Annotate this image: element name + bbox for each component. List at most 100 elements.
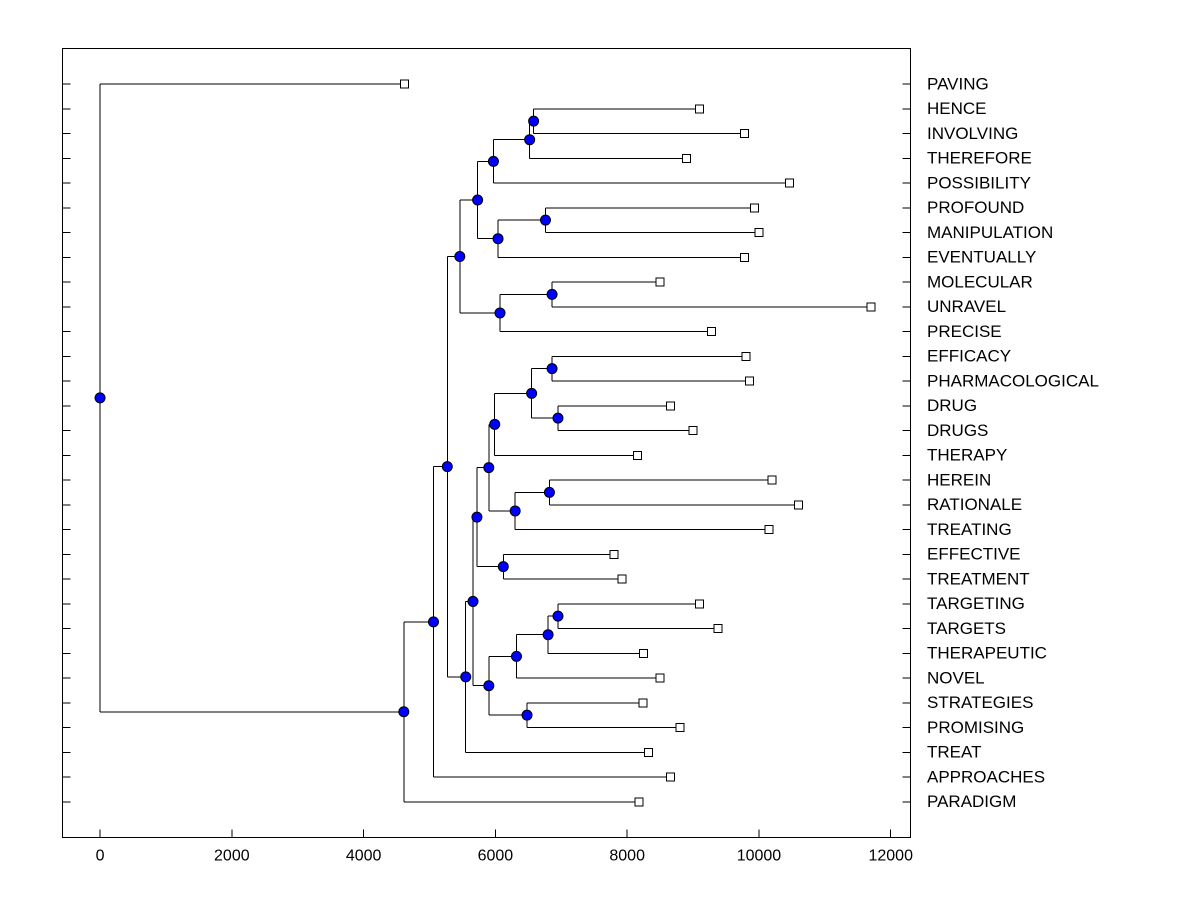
merge-node-c4 <box>521 709 533 721</box>
merge-node-a4 <box>539 214 551 226</box>
merge-node-d2 <box>427 616 439 628</box>
leaf-label: INVOLVING <box>927 124 1018 143</box>
x-tick-label: 8000 <box>609 848 645 865</box>
leaf-label: PRECISE <box>927 322 1002 341</box>
leaf-label: EVENTUALLY <box>927 248 1036 267</box>
merge-node-a7 <box>546 288 558 300</box>
leaf-tick-marks <box>62 83 911 803</box>
leaf-label: NOVEL <box>927 668 985 687</box>
x-tick-label: 6000 <box>478 848 514 865</box>
leaf-marker <box>739 129 749 138</box>
leaf-label: DRUG <box>927 396 977 415</box>
leaf-marker <box>764 525 774 534</box>
x-tick-label: 12000 <box>868 848 913 865</box>
leaf-label: PROFOUND <box>927 198 1024 217</box>
merge-node-b4 <box>489 418 501 430</box>
leaf-marker <box>784 178 794 188</box>
merge-node-b3 <box>526 387 538 399</box>
merge-node-a5 <box>492 233 504 245</box>
leaf-label: STRATEGIES <box>927 693 1033 712</box>
merge-node-root <box>94 392 106 404</box>
leaf-marker <box>666 401 676 411</box>
merge-node-a3 <box>487 155 499 167</box>
leaf-marker <box>866 302 876 312</box>
merge-node-c2 <box>542 629 554 641</box>
leaf-marker <box>675 723 685 732</box>
leaf-marker <box>638 698 648 708</box>
leaf-label: TREATING <box>927 520 1012 539</box>
merge-node-b6 <box>509 505 521 517</box>
leaf-label: TREAT <box>927 743 981 762</box>
merge-node-a1 <box>528 115 540 127</box>
leaf-marker <box>749 203 759 213</box>
leaf-markers <box>399 79 876 807</box>
leaf-label: HEREIN <box>927 470 991 489</box>
leaf-marker <box>707 327 717 336</box>
leaf-marker <box>643 747 653 757</box>
merge-node-b7 <box>483 462 495 474</box>
leaf-label: MANIPULATION <box>927 223 1053 242</box>
leaf-label: MOLECULAR <box>927 272 1033 291</box>
merge-node-markers <box>94 115 564 721</box>
merge-node-b5 <box>543 486 555 498</box>
branch-lines <box>99 83 871 803</box>
leaf-marker <box>655 277 665 287</box>
leaf-label: PAVING <box>927 74 989 93</box>
plot-frame <box>62 48 911 838</box>
leaf-marker <box>639 648 649 658</box>
leaf-marker <box>767 475 777 485</box>
leaf-labels: PAVING HENCE INVOLVING THEREFORE POSSIBILITY… <box>927 74 1099 811</box>
x-tick-label: 4000 <box>346 848 382 865</box>
merge-node-b1 <box>546 363 558 375</box>
merge-node-a9 <box>454 250 466 262</box>
x-tick-label: 2000 <box>214 848 250 865</box>
leaf-label: EFFECTIVE <box>927 545 1021 564</box>
leaf-marker <box>633 450 643 460</box>
merge-node-c5 <box>483 680 495 692</box>
leaf-label: RATIONALE <box>927 495 1022 514</box>
x-tick-label: 10000 <box>737 848 782 865</box>
leaf-label: UNRAVEL <box>927 297 1006 316</box>
leaf-label: TARGETING <box>927 594 1025 613</box>
leaf-label: APPROACHES <box>927 767 1045 786</box>
leaf-label: PARADIGM <box>927 792 1016 811</box>
leaf-marker <box>688 426 698 435</box>
leaf-marker <box>666 772 676 782</box>
leaf-label: THERAPEUTIC <box>927 644 1047 663</box>
x-axis-ticks: 0 2000 4000 6000 8000 10000 12000 <box>96 829 913 865</box>
merge-node-b8 <box>497 561 509 573</box>
leaf-marker <box>695 104 705 114</box>
leaf-marker <box>399 79 409 89</box>
leaf-marker <box>741 351 751 361</box>
leaf-marker <box>634 797 644 807</box>
leaf-marker <box>745 376 755 386</box>
leaf-label: THEREFORE <box>927 149 1032 168</box>
leaf-label: DRUGS <box>927 421 988 440</box>
merge-node-d3 <box>398 706 410 718</box>
merge-node-c1 <box>552 610 564 622</box>
leaf-label: POSSIBILITY <box>927 173 1031 192</box>
leaf-marker <box>655 673 665 683</box>
leaf-label: TARGETS <box>927 619 1006 638</box>
x-tick-label: 0 <box>96 848 105 865</box>
merge-node-c7 <box>460 671 472 683</box>
merge-node-c6 <box>467 595 479 607</box>
merge-node-a8 <box>494 307 506 319</box>
merge-node-c3 <box>510 650 522 662</box>
leaf-marker <box>695 599 705 609</box>
leaf-marker <box>681 153 691 163</box>
merge-node-d1 <box>441 461 453 473</box>
merge-node-a2 <box>524 134 536 146</box>
merge-node-b2 <box>552 412 564 424</box>
leaf-marker <box>793 500 803 510</box>
leaf-label: TREATMENT <box>927 569 1030 588</box>
leaf-label: PHARMACOLOGICAL <box>927 371 1099 390</box>
leaf-marker <box>754 228 764 237</box>
leaf-label: HENCE <box>927 99 987 118</box>
leaf-marker <box>739 252 749 262</box>
leaf-marker <box>617 574 627 584</box>
leaf-label: PROMISING <box>927 718 1024 737</box>
leaf-label: THERAPY <box>927 446 1007 465</box>
merge-node-a6 <box>472 194 484 206</box>
